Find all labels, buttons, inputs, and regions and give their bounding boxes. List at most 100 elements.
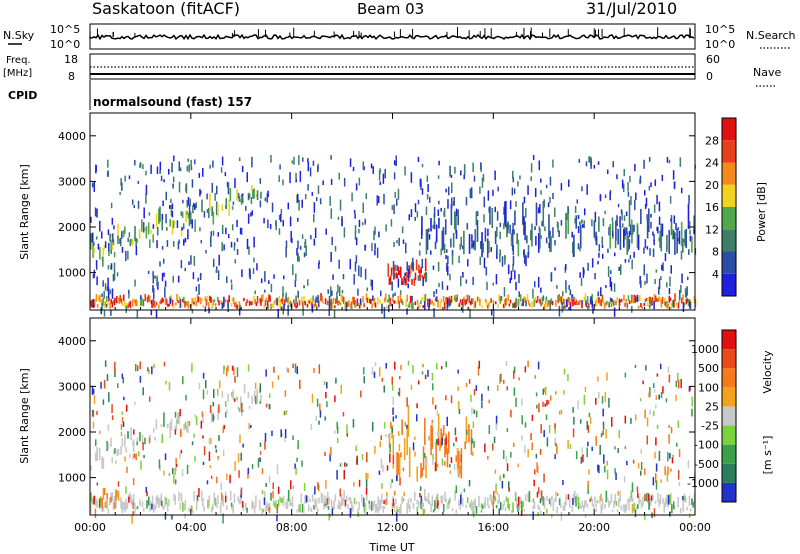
power-cell — [144, 293, 147, 301]
velocity-cell — [105, 501, 107, 509]
power-cell — [282, 293, 284, 297]
velocity-cell — [99, 430, 101, 435]
velocity-cell — [156, 495, 159, 504]
velocity-cell — [677, 372, 679, 383]
power-cell — [128, 232, 131, 238]
power-cell — [178, 161, 181, 172]
power-cell — [297, 240, 299, 249]
velocity-cell — [224, 401, 227, 407]
power-cell — [432, 302, 435, 306]
velocity-cell — [667, 466, 669, 475]
velocity-cell — [233, 493, 236, 504]
velocity-cell — [227, 393, 229, 402]
velocity-cell — [395, 498, 397, 505]
power-cell — [107, 299, 109, 306]
velocity-cell — [259, 383, 262, 393]
power-cell — [567, 296, 570, 303]
velocity-cell — [259, 442, 262, 447]
velocity-cell — [332, 506, 334, 510]
power-cell — [627, 236, 630, 252]
power-cell — [463, 174, 465, 180]
velocity-cell — [268, 503, 271, 509]
power-cell — [612, 161, 614, 168]
power-cell — [234, 302, 236, 307]
velocity-cell — [212, 414, 215, 422]
velocity-cell — [654, 500, 657, 504]
power-cell — [393, 273, 396, 278]
velocity-cell — [532, 505, 535, 510]
power-cell — [202, 304, 204, 308]
power-cell — [199, 227, 201, 232]
power-cell — [379, 168, 381, 174]
power-cell — [314, 227, 317, 239]
power-cell — [628, 259, 630, 263]
velocity-cell — [563, 368, 566, 375]
velocity-cell — [446, 502, 449, 510]
velocity-cell — [378, 499, 381, 511]
power-cell — [572, 253, 575, 257]
power-cell — [325, 228, 327, 235]
power-cell — [181, 227, 183, 231]
power-cell — [148, 212, 151, 216]
power-cell — [90, 237, 92, 250]
velocity-cell — [147, 367, 149, 372]
velocity-cell — [280, 497, 282, 503]
velocity-cell — [116, 449, 119, 456]
velocity-cell — [691, 498, 693, 505]
velocity-cell — [139, 361, 141, 370]
power-cell — [430, 250, 432, 255]
power-cell — [270, 303, 272, 310]
power-cell — [673, 215, 676, 224]
power-cell — [198, 283, 200, 295]
velocity-cell — [305, 495, 308, 503]
power-cell — [593, 220, 596, 238]
velocity-cell — [569, 444, 572, 449]
velocity-cell — [444, 438, 446, 458]
velocity-cell — [446, 416, 448, 427]
power-cell — [393, 241, 395, 248]
x-tick-label: 04:00 — [175, 521, 207, 534]
power-cell — [458, 255, 460, 263]
velocity-cell — [537, 361, 540, 370]
power-cell — [271, 202, 274, 213]
power-cell — [394, 264, 396, 272]
power-cell — [548, 300, 550, 305]
power-cell — [523, 296, 525, 303]
power-cell — [681, 297, 683, 304]
power-cell — [358, 177, 361, 186]
power-cell — [195, 301, 198, 307]
velocity-cell — [116, 490, 119, 498]
power-cell — [342, 296, 345, 304]
velocity-cell — [484, 443, 486, 453]
power-cell — [180, 226, 183, 236]
velocity-cell — [356, 455, 358, 465]
power-cell — [487, 305, 489, 309]
velocity-cell — [648, 392, 650, 398]
power-cell — [394, 300, 396, 304]
power-cell — [535, 202, 538, 226]
velocity-cell — [571, 505, 574, 512]
power-cell — [418, 264, 420, 274]
power-cell — [600, 287, 602, 297]
power-cell — [358, 265, 360, 277]
power-cell — [112, 273, 115, 282]
velocity-cell — [447, 431, 450, 454]
power-cell — [573, 296, 575, 305]
power-cell — [627, 191, 630, 197]
power-cell — [407, 283, 409, 289]
power-cell — [643, 264, 646, 276]
power-cell — [162, 298, 165, 303]
velocity-cell — [238, 470, 240, 478]
velocity-cell — [92, 410, 95, 417]
power-cell — [407, 268, 409, 279]
power-cell — [349, 303, 352, 309]
velocity-cell — [565, 494, 567, 506]
velocity-cell — [631, 482, 634, 493]
power-cell — [134, 159, 136, 166]
power-cell — [315, 304, 318, 308]
power-cell — [336, 291, 338, 301]
power-cell — [548, 214, 550, 239]
power-cell — [235, 301, 237, 309]
power-cell — [579, 246, 581, 252]
velocity-cell — [606, 460, 608, 466]
